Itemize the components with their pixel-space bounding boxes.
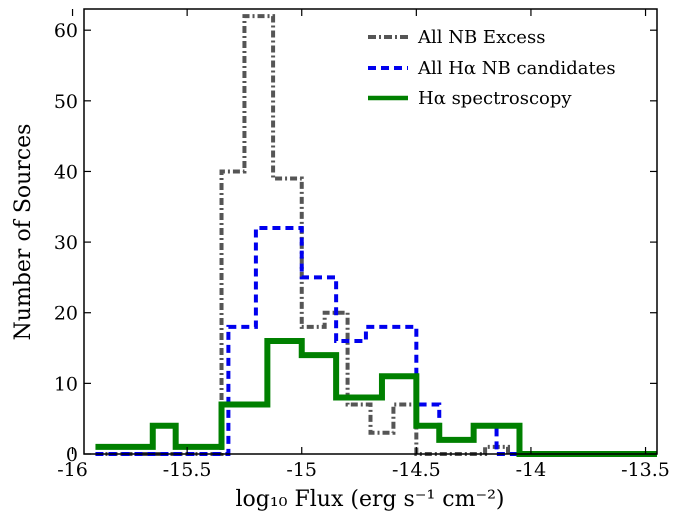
x-tick-label: -15.5 bbox=[163, 459, 212, 481]
y-tick-label: 20 bbox=[54, 303, 78, 325]
plot-frame bbox=[83, 8, 658, 455]
y-axis-label: Number of Sources bbox=[11, 124, 36, 341]
y-tick-label: 0 bbox=[66, 444, 78, 466]
ticks-layer: -16 -15.5 -15 -14.5 -14 -13.5 0 10 20 30 40 50 60 bbox=[54, 9, 670, 481]
y-tick-label: 40 bbox=[54, 161, 78, 183]
legend-label-all-nb-excess: All NB Excess bbox=[417, 27, 545, 48]
series-line-h-spectroscopy bbox=[95, 337, 657, 457]
x-tick-label: -14.5 bbox=[392, 459, 441, 481]
series-line-all-nb-excess bbox=[95, 14, 646, 456]
legend-label-all-ha-nb-candidates: All Hα NB candidates bbox=[417, 58, 616, 79]
x-tick-label: -15 bbox=[286, 459, 317, 481]
x-axis-label: log₁₀ Flux (erg s⁻¹ cm⁻²) bbox=[236, 487, 505, 512]
x-tick-label: -13.5 bbox=[621, 459, 670, 481]
y-tick-label: 60 bbox=[54, 20, 78, 42]
y-tick-label: 50 bbox=[54, 91, 78, 113]
legend-label-ha-spectroscopy: Hα spectroscopy bbox=[418, 88, 572, 109]
x-tick-label: -16 bbox=[57, 459, 88, 481]
x-tick-label: -14 bbox=[516, 459, 547, 481]
y-tick-label: 10 bbox=[54, 373, 78, 395]
y-tick-label: 30 bbox=[54, 232, 78, 254]
legend: All NB Excess All Hα NB candidates Hα sp… bbox=[368, 27, 616, 109]
series-layer bbox=[95, 14, 657, 457]
series-line-all-h-nb-candidates bbox=[95, 225, 554, 456]
